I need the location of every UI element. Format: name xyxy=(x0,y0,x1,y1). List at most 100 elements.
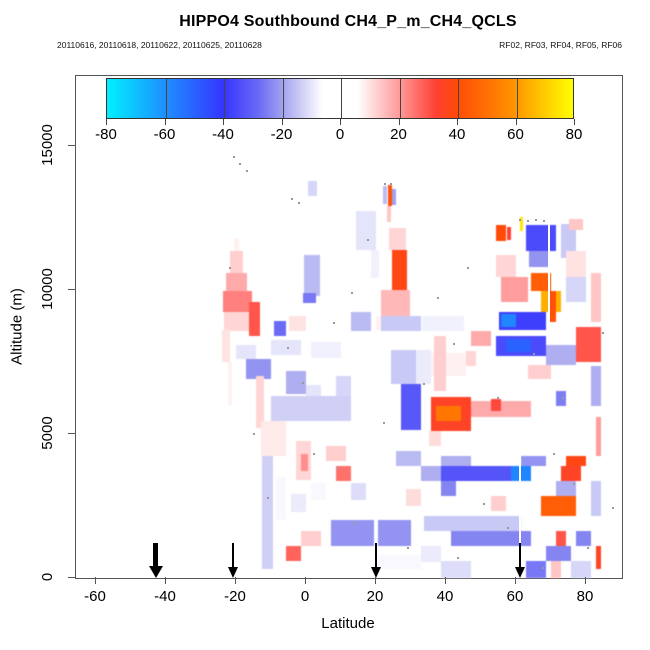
colorbar-tick-label: -60 xyxy=(153,126,176,143)
y-axis-title: Altitude (m) xyxy=(8,288,26,365)
colorbar-tick-line xyxy=(458,79,459,118)
heatmap-cell xyxy=(551,561,562,578)
plot-area: -80 -60 -40 -20 0 20 40 60 80 xyxy=(75,75,623,579)
heatmap-cell xyxy=(435,406,462,422)
x-axis-tick xyxy=(585,577,586,584)
heatmap-cell xyxy=(526,225,556,252)
colorbar-tick-line xyxy=(282,79,284,118)
y-axis-tick xyxy=(68,289,75,290)
heatmap-cell xyxy=(392,189,397,206)
x-axis-tick-label: 0 xyxy=(300,588,310,605)
heatmap-cell xyxy=(531,272,551,292)
data-gap-line xyxy=(518,451,521,578)
heatmap-cell xyxy=(527,364,551,380)
tiny-label-speck xyxy=(562,397,564,399)
x-axis-tick xyxy=(305,577,306,584)
heatmap-cell xyxy=(271,395,352,422)
colorbar-tick-label: 60 xyxy=(507,126,524,143)
heatmap-cell xyxy=(441,456,471,466)
tiny-label-speck xyxy=(287,347,289,349)
heatmap-cell xyxy=(381,290,411,316)
heatmap-cell xyxy=(505,338,532,352)
tiny-label-speck xyxy=(543,220,545,222)
tiny-label-speck xyxy=(239,163,241,165)
heatmap-cell xyxy=(526,561,547,578)
tiny-label-speck xyxy=(483,503,485,505)
heatmap-cell xyxy=(386,206,391,223)
heatmap-cell xyxy=(496,255,516,278)
colorbar-tick-label: 80 xyxy=(565,126,583,143)
heatmap-cell xyxy=(555,531,567,547)
heatmap-cell xyxy=(275,477,287,521)
heatmap-cell xyxy=(450,531,532,547)
heatmap-cell xyxy=(236,344,256,360)
heatmap-cell xyxy=(561,465,582,481)
tiny-label-speck xyxy=(497,397,499,399)
colorbar-tick xyxy=(457,119,458,125)
tiny-label-speck xyxy=(457,557,459,559)
profile-arrow xyxy=(514,543,525,578)
tiny-label-speck xyxy=(267,497,269,499)
tiny-label-speck xyxy=(233,156,235,158)
heatmap-cell xyxy=(561,223,576,259)
heatmap-cell xyxy=(378,554,422,570)
tiny-label-speck xyxy=(298,202,300,204)
heatmap-cell xyxy=(306,215,326,256)
tiny-label-speck xyxy=(302,382,304,384)
y-axis-tick-label: 15000 xyxy=(39,124,56,166)
tiny-label-speck xyxy=(367,239,369,241)
arrow-layer xyxy=(76,76,622,578)
heatmap-cell xyxy=(470,330,492,346)
heatmap-cell xyxy=(271,340,302,355)
x-axis-title: Latitude xyxy=(321,615,375,632)
colorbar-tick xyxy=(223,119,224,125)
heatmap-cell xyxy=(233,238,240,252)
tiny-label-speck xyxy=(313,453,315,455)
heatmap-cell xyxy=(260,421,287,457)
colorbar-tick-line xyxy=(224,79,225,118)
heatmap-cell xyxy=(566,456,586,466)
y-axis-tick xyxy=(68,433,75,434)
heatmap-cell xyxy=(575,531,591,547)
heatmap-cell xyxy=(596,416,602,457)
colorbar-tick-label: -20 xyxy=(270,126,293,143)
heatmap-cell xyxy=(380,315,422,331)
heatmap-cell xyxy=(351,482,366,501)
heatmap-cell xyxy=(261,456,274,570)
colorbar-tick xyxy=(164,119,166,125)
x-axis-tick xyxy=(95,577,96,584)
heatmap-cell xyxy=(400,383,422,430)
x-axis-tick-label: 40 xyxy=(436,588,454,605)
x-axis-tick xyxy=(375,577,376,584)
tiny-label-speck xyxy=(602,332,604,334)
x-axis-tick xyxy=(165,577,166,584)
heatmap-cell xyxy=(465,351,477,367)
arrow-stem xyxy=(518,543,521,567)
heatmap-cell xyxy=(441,465,532,481)
heatmap-cell xyxy=(491,399,501,411)
subtitle-dates: 20110616, 20110618, 20110622, 20110625, … xyxy=(57,40,262,50)
heatmap-layer xyxy=(76,76,622,578)
heatmap-cell xyxy=(520,456,547,466)
profile-arrow xyxy=(227,543,238,578)
heatmap-cell xyxy=(519,216,523,231)
heatmap-cell xyxy=(596,546,602,570)
tiny-label-speck xyxy=(533,353,535,355)
x-axis-tick-label: -60 xyxy=(84,588,106,605)
heatmap-cell xyxy=(310,341,341,358)
tiny-label-speck xyxy=(229,267,231,269)
heatmap-cell xyxy=(548,291,556,322)
heatmap-cell xyxy=(330,520,374,547)
tiny-label-speck xyxy=(453,343,455,345)
heatmap-cell xyxy=(423,516,442,532)
heatmap-cell xyxy=(248,301,261,337)
heatmap-cell xyxy=(223,291,253,312)
heatmap-cell xyxy=(246,359,271,380)
x-axis-tick xyxy=(515,577,516,584)
heatmap-cell xyxy=(222,330,231,362)
tiny-label-speck xyxy=(291,198,293,200)
tiny-label-speck xyxy=(390,183,392,185)
heatmap-cell xyxy=(356,210,376,250)
heatmap-cell xyxy=(590,480,602,517)
data-gap-line xyxy=(548,220,551,332)
